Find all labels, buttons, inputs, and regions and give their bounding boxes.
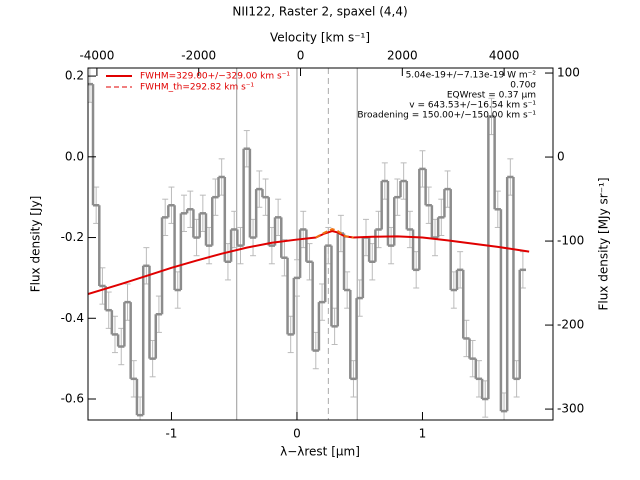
y-tick-label: 0.0: [65, 149, 84, 163]
x-tick-label: 1: [419, 427, 427, 441]
y-tick-label: -0.6: [61, 392, 84, 406]
x2-axis-label: Velocity [km s⁻¹]: [270, 31, 370, 45]
legend-label: FWHM_th=292.82 km s⁻¹: [140, 83, 255, 93]
y-tick-label: -0.4: [61, 311, 84, 325]
x2-tick-label: 2000: [387, 49, 418, 63]
y2-tick-label: -300: [557, 402, 584, 416]
x2-tick-label: -4000: [79, 49, 114, 63]
annotation: 5.04e-19+/−7.13e-19 W m⁻²: [406, 71, 537, 81]
x2-tick-label: 4000: [489, 49, 520, 63]
annotation: Broadening = 150.00+/−150.00 km s⁻¹: [357, 111, 536, 121]
y-tick-label: 0.2: [65, 69, 84, 83]
y2-axis-label: Flux density [MJy sr⁻¹]: [597, 177, 611, 310]
fit-line: [315, 227, 354, 239]
legend-label: FWHM=329.00+/−329.00 km s⁻¹: [140, 72, 290, 82]
x-tick-label: -1: [165, 427, 177, 441]
x2-tick-label: -2000: [181, 49, 216, 63]
fit-line: [88, 230, 530, 296]
annotation: v = 643.53+/−16.54 km s⁻¹: [409, 101, 536, 111]
y2-tick-label: -100: [557, 234, 584, 248]
chart-title: NII122, Raster 2, spaxel (4,4): [232, 5, 407, 19]
y2-tick-label: 0: [557, 150, 565, 164]
x2-tick-label: 0: [297, 49, 305, 63]
axes-frame: [87, 67, 554, 421]
y-tick-label: -0.2: [61, 230, 84, 244]
annotation: 0.70σ: [510, 81, 536, 91]
annotation: EQWrest = 0.37 μm: [447, 91, 536, 101]
x-tick-label: 0: [293, 427, 301, 441]
y-axis-label: Flux density [Jy]: [29, 196, 43, 293]
y2-tick-label: -200: [557, 318, 584, 332]
plot-area: [88, 68, 530, 420]
y2-tick-label: 100: [557, 66, 580, 80]
x-axis-label: λ−λrest [μm]: [280, 445, 360, 459]
